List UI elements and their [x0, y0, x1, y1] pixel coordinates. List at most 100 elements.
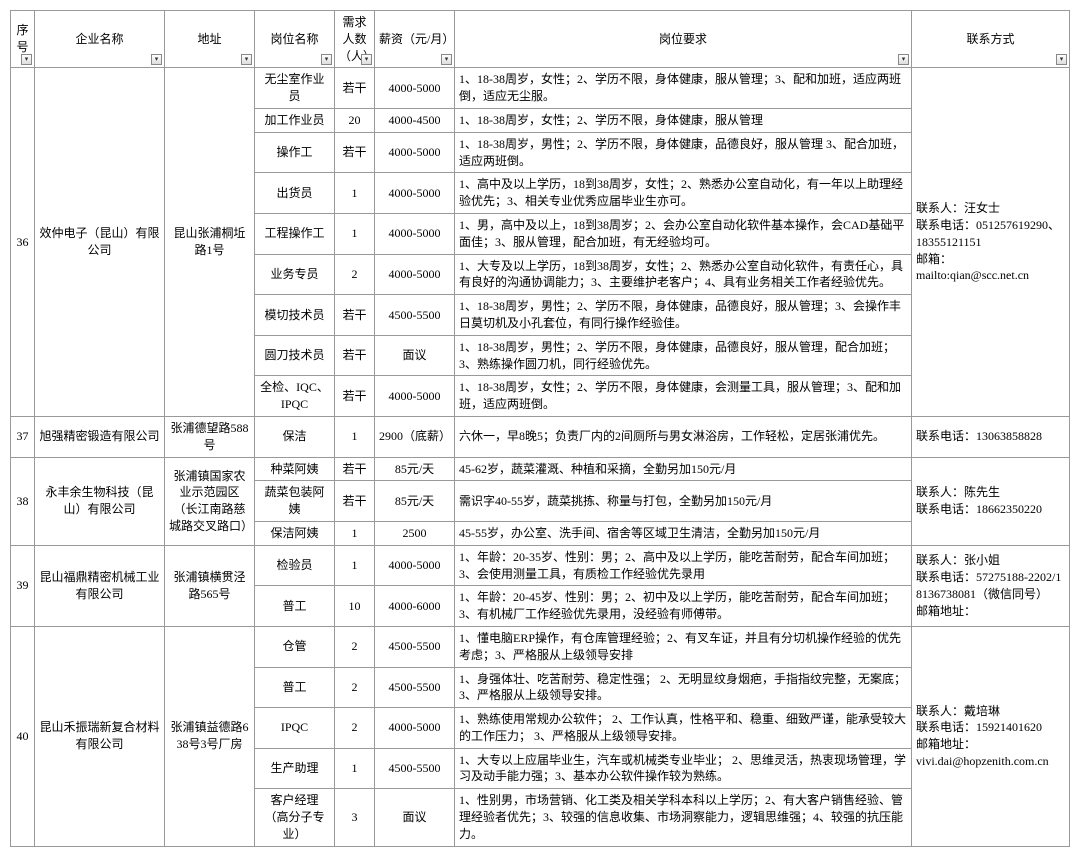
- cell-salary: 4500-5500: [375, 667, 455, 708]
- header-salary-label: 薪资（元/月）: [379, 32, 454, 46]
- cell-requirement: 45-62岁，蔬菜灌溉、种植和采摘，全勤另加150元/月: [455, 457, 912, 481]
- cell-address: 张浦镇国家农业示范园区（长江南路慈城路交叉路口）: [165, 457, 255, 545]
- header-company[interactable]: 企业名称 ▾: [35, 11, 165, 68]
- cell-position: 蔬菜包装阿姨: [255, 481, 335, 522]
- cell-count: 10: [335, 586, 375, 627]
- cell-count: 3: [335, 789, 375, 846]
- cell-count: 若干: [335, 68, 375, 109]
- cell-count: 若干: [335, 457, 375, 481]
- filter-icon[interactable]: ▾: [441, 54, 452, 65]
- cell-position: 普工: [255, 586, 335, 627]
- cell-position: 全检、IQC、IPQC: [255, 376, 335, 417]
- cell-count: 若干: [335, 132, 375, 173]
- cell-contact: 联系人：汪女士联系电话：051257619290、18355121151邮箱：m…: [912, 68, 1070, 417]
- cell-requirement: 1、大专以上应届毕业生，汽车或机械类专业毕业； 2、思维灵活，热衷现场管理，学习…: [455, 748, 912, 789]
- cell-count: 2: [335, 254, 375, 295]
- cell-salary: 85元/天: [375, 457, 455, 481]
- header-company-label: 企业名称: [75, 32, 123, 46]
- filter-icon[interactable]: ▾: [898, 54, 909, 65]
- cell-position: 保洁阿姨: [255, 521, 335, 545]
- cell-count: 若干: [335, 376, 375, 417]
- cell-no: 39: [11, 545, 35, 626]
- cell-position: 客户经理（高分子专业）: [255, 789, 335, 846]
- job-table: 序号▾ 企业名称▾ 地址▾ 岗位名称▾ 需求人数（人）▾ 薪资（元/月）▾ 岗位…: [10, 10, 1070, 847]
- cell-salary: 4000-6000: [375, 586, 455, 627]
- cell-count: 若干: [335, 335, 375, 376]
- cell-salary: 4000-5000: [375, 254, 455, 295]
- cell-address: 张浦镇横贯泾路565号: [165, 545, 255, 626]
- header-req-label: 岗位要求: [659, 32, 707, 46]
- cell-salary: 4000-5000: [375, 173, 455, 214]
- cell-salary: 4000-4500: [375, 108, 455, 132]
- header-contact-label: 联系方式: [966, 32, 1014, 46]
- cell-position: 工程操作工: [255, 213, 335, 254]
- table-row: 37旭强精密锻造有限公司张浦德望路588号保洁12900（底薪）六休一，早8晚5…: [11, 416, 1070, 457]
- cell-salary: 2500: [375, 521, 455, 545]
- filter-icon[interactable]: ▾: [151, 54, 162, 65]
- cell-requirement: 45-55岁，办公室、洗手间、宿舍等区域卫生清洁，全勤另加150元/月: [455, 521, 912, 545]
- cell-company: 永丰余生物科技（昆山）有限公司: [35, 457, 165, 545]
- header-count[interactable]: 需求人数（人）▾: [335, 11, 375, 68]
- filter-icon[interactable]: ▾: [241, 54, 252, 65]
- header-no-label: 序号: [16, 23, 28, 54]
- filter-icon[interactable]: ▾: [321, 54, 332, 65]
- cell-count: 1: [335, 545, 375, 586]
- cell-requirement: 1、年龄：20-35岁、性别：男；2、高中及以上学历，能吃苦耐劳，配合车间加班；…: [455, 545, 912, 586]
- cell-count: 若干: [335, 481, 375, 522]
- cell-company: 旭强精密锻造有限公司: [35, 416, 165, 457]
- filter-icon[interactable]: ▾: [1056, 54, 1067, 65]
- cell-no: 40: [11, 626, 35, 846]
- filter-icon[interactable]: ▾: [361, 54, 372, 65]
- header-address[interactable]: 地址 ▾: [165, 11, 255, 68]
- cell-no: 38: [11, 457, 35, 545]
- cell-contact: 联系人：戴培琳联系电话：15921401620邮箱地址：vivi.dai@hop…: [912, 626, 1070, 846]
- cell-address: 昆山张浦桐坵路1号: [165, 68, 255, 417]
- cell-no: 36: [11, 68, 35, 417]
- cell-position: 业务专员: [255, 254, 335, 295]
- cell-count: 1: [335, 213, 375, 254]
- cell-address: 张浦德望路588号: [165, 416, 255, 457]
- cell-position: 模切技术员: [255, 295, 335, 336]
- cell-requirement: 1、男，高中及以上，18到38周岁；2、会办公室自动化软件基本操作，会CAD基础…: [455, 213, 912, 254]
- cell-salary: 4000-5000: [375, 708, 455, 749]
- cell-contact: 联系人：陈先生联系电话：18662350220: [912, 457, 1070, 545]
- filter-icon[interactable]: ▾: [21, 54, 32, 65]
- cell-position: 普工: [255, 667, 335, 708]
- cell-salary: 4500-5500: [375, 626, 455, 667]
- header-position-label: 岗位名称: [270, 32, 318, 46]
- cell-count: 若干: [335, 295, 375, 336]
- cell-position: IPQC: [255, 708, 335, 749]
- cell-salary: 4500-5500: [375, 295, 455, 336]
- cell-salary: 面议: [375, 335, 455, 376]
- header-salary[interactable]: 薪资（元/月） ▾: [375, 11, 455, 68]
- table-row: 36效仲电子（昆山）有限公司昆山张浦桐坵路1号无尘室作业员若干4000-5000…: [11, 68, 1070, 109]
- cell-position: 操作工: [255, 132, 335, 173]
- cell-requirement: 1、18-38周岁，男性；2、学历不限，身体健康，品德良好，服从管理 3、配合加…: [455, 132, 912, 173]
- header-row: 序号▾ 企业名称▾ 地址▾ 岗位名称▾ 需求人数（人）▾ 薪资（元/月）▾ 岗位…: [11, 11, 1070, 68]
- cell-company: 昆山禾振瑞新复合材料有限公司: [35, 626, 165, 846]
- cell-count: 1: [335, 416, 375, 457]
- cell-salary: 2900（底薪）: [375, 416, 455, 457]
- cell-count: 1: [335, 173, 375, 214]
- table-row: 39昆山福鼎精密机械工业有限公司张浦镇横贯泾路565号检验员14000-5000…: [11, 545, 1070, 586]
- header-req[interactable]: 岗位要求 ▾: [455, 11, 912, 68]
- cell-position: 仓管: [255, 626, 335, 667]
- cell-requirement: 1、高中及以上学历，18到38周岁，女性；2、熟悉办公室自动化，有一年以上助理经…: [455, 173, 912, 214]
- cell-salary: 4000-5000: [375, 213, 455, 254]
- cell-position: 加工作业员: [255, 108, 335, 132]
- cell-contact: 联系电话：13063858828: [912, 416, 1070, 457]
- header-no[interactable]: 序号▾: [11, 11, 35, 68]
- cell-requirement: 1、18-38周岁，女性；2、学历不限，身体健康，服从管理: [455, 108, 912, 132]
- header-address-label: 地址: [197, 32, 221, 46]
- cell-count: 20: [335, 108, 375, 132]
- cell-requirement: 1、18-38周岁，女性；2、学历不限，身体健康，会测量工具，服从管理；3、配和…: [455, 376, 912, 417]
- cell-requirement: 1、18-38周岁，女性；2、学历不限，身体健康，服从管理；3、配和加班，适应两…: [455, 68, 912, 109]
- cell-position: 出货员: [255, 173, 335, 214]
- header-contact[interactable]: 联系方式 ▾: [912, 11, 1070, 68]
- cell-requirement: 1、熟练使用常规办公软件； 2、工作认真，性格平和、稳重、细致严谨，能承受较大的…: [455, 708, 912, 749]
- cell-position: 生产助理: [255, 748, 335, 789]
- cell-no: 37: [11, 416, 35, 457]
- cell-salary: 4000-5000: [375, 545, 455, 586]
- header-position[interactable]: 岗位名称▾: [255, 11, 335, 68]
- cell-address: 张浦镇益德路638号3号厂房: [165, 626, 255, 846]
